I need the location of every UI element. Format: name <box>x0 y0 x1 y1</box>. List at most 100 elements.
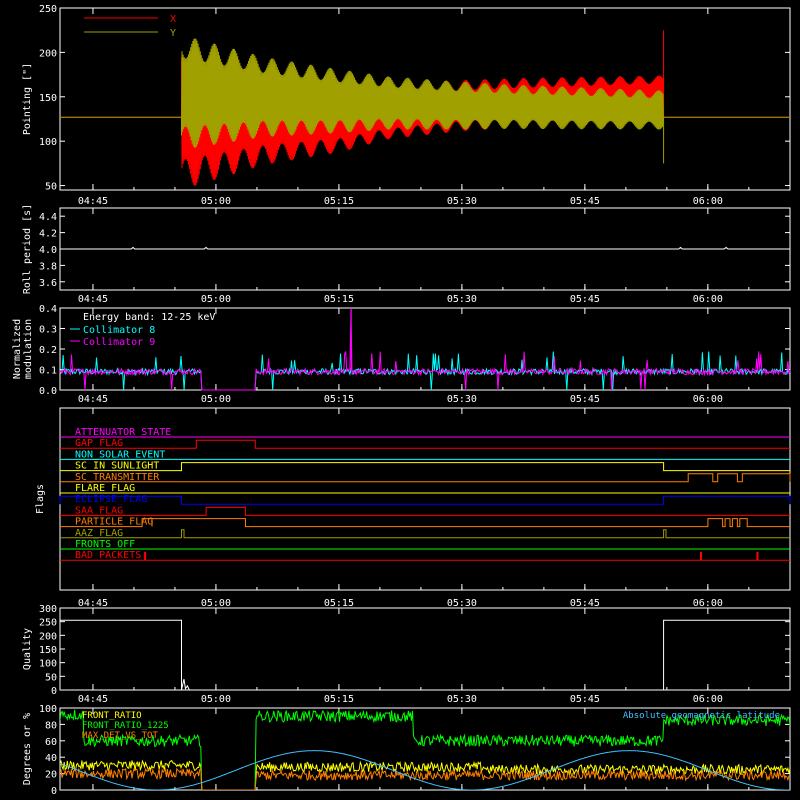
roll-xtick-label: 05:45 <box>570 294 600 305</box>
modulation-legend-label: Collimator 9 <box>83 337 155 348</box>
quality-ytick-label: 50 <box>45 672 57 683</box>
quality-xtick-label: 05:30 <box>447 694 477 705</box>
quality-xtick-label: 06:00 <box>693 694 723 705</box>
pointing-ytick-label: 150 <box>39 93 57 104</box>
flag-line-sc-in-sunlight <box>60 462 790 472</box>
ratio-series-absolute-geomagnetic-latitude <box>60 750 790 790</box>
flag-line-eclipse-flag <box>59 495 791 505</box>
flag-label-bad-packets: BAD_PACKETS <box>75 550 141 561</box>
flags-xtick-label: 05:45 <box>570 598 600 609</box>
modulation-ylabel: modulation <box>23 319 34 379</box>
modulation-xtick-label: 06:00 <box>693 394 723 405</box>
pointing-ytick-label: 50 <box>45 182 57 193</box>
ratio-series-front-ratio-1225 <box>60 709 790 790</box>
pointing-frame <box>59 7 791 191</box>
pointing-xtick-label: 06:00 <box>693 196 723 207</box>
pointing-xtick-label: 04:45 <box>78 196 108 207</box>
quality-xtick-label: 05:00 <box>201 694 231 705</box>
modulation-panel: 04:45 05:00 05:15 05:30 05:45 06:00 0.0 0.1 0.2 0… <box>12 304 791 405</box>
roll-xtick-label: 05:15 <box>324 294 354 305</box>
modulation-ytick-label: 0.4 <box>39 304 57 315</box>
quality-ylabel: Quality <box>22 628 33 670</box>
roll-xtick-label: 05:00 <box>201 294 231 305</box>
pointing-xtick-label: 05:30 <box>447 196 477 207</box>
pointing-panel: 04:45 05:00 05:15 05:30 05:45 06:00 50 100 150 20… <box>22 4 791 207</box>
pointing-ytick-label: 100 <box>39 137 57 148</box>
modulation-xtick-label: 05:00 <box>201 394 231 405</box>
flags-xtick-label: 05:30 <box>447 598 477 609</box>
ratios-ytick-label: 80 <box>45 720 57 731</box>
modulation-xtick-label: 04:45 <box>78 394 108 405</box>
ratios-ytick-label: 0 <box>51 786 57 797</box>
flag-label-sc-in-sunlight: SC_IN_SUNLIGHT <box>75 461 159 472</box>
roll-xtick-label: 06:00 <box>693 294 723 305</box>
pointing-xtick-label: 05:00 <box>201 196 231 207</box>
roll-ytick-label: 4.4 <box>39 212 57 223</box>
roll-ylabel: Roll period [s] <box>22 204 33 294</box>
flag-label-sc-transmitter: SC_TRANSMITTER <box>75 472 160 483</box>
ratios-ytick-label: 40 <box>45 753 57 764</box>
modulation-ytick-label: 0.3 <box>39 325 57 336</box>
pointing-ytick-label: 250 <box>39 4 57 15</box>
ratio-legend-label-geomagnetic: Absolute geomagnetic latitude <box>623 711 780 721</box>
quality-ytick-label: 300 <box>39 604 57 615</box>
quality-xtick-label: 04:45 <box>78 694 108 705</box>
quality-ytick-label: 200 <box>39 631 57 642</box>
ratio-legend-label: FRONT_RATIO <box>82 711 142 721</box>
flag-label-gap-flag: GAP_FLAG <box>75 438 123 449</box>
flag-label-eclipse-flag: ECLIPSE_FLAG <box>75 494 147 505</box>
quality-ytick-label: 100 <box>39 659 57 670</box>
ratios-panel: 0 20 40 60 80 100 Degrees or % FRONT_RATIOFRONT… <box>22 704 791 797</box>
flag-label-aaz-flag: AAZ_FLAG <box>75 528 123 539</box>
flag-line-saa-flag <box>60 506 790 516</box>
roll-ytick-label: 4.2 <box>39 229 57 240</box>
roll-ytick-label: 3.8 <box>39 261 57 272</box>
quality-ytick-label: 250 <box>39 618 57 629</box>
flag-label-fronts-off: FRONTS_OFF <box>75 539 135 550</box>
quality-panel: 04:45 05:00 05:15 05:30 05:45 06:00 0 50 100 150 2… <box>22 604 791 705</box>
flags-xtick-label: 05:00 <box>201 598 231 609</box>
pointing-legend-label-y: Y <box>170 28 176 39</box>
ratio-series-front-ratio <box>60 759 790 790</box>
modulation-xtick-label: 05:45 <box>570 394 600 405</box>
pointing-series-y <box>60 38 790 164</box>
flag-line-aaz-flag <box>60 529 790 539</box>
pointing-xtick-label: 05:15 <box>324 196 354 207</box>
ratio-legend-label: FRONT_RATIO_1225 <box>82 721 169 731</box>
flag-line-particle-flag <box>60 518 790 528</box>
flags-xtick-label: 04:45 <box>78 598 108 609</box>
ratios-ytick-label: 20 <box>45 770 57 781</box>
flag-line-sc-transmitter <box>60 473 791 483</box>
roll-period-line <box>60 246 790 250</box>
roll-ytick-label: 3.6 <box>39 278 57 289</box>
roll-xtick-label: 05:30 <box>447 294 477 305</box>
modulation-annotation: Energy band: 12-25 keV <box>83 312 215 323</box>
flags-ylabel: Flags <box>35 484 46 514</box>
quality-ytick-label: 150 <box>39 645 57 656</box>
roll-ytick-label: 4.0 <box>39 245 57 256</box>
modulation-legend-label: Collimator 8 <box>83 325 155 336</box>
flag-label-attenuator-state: ATTENUATOR_STATE <box>75 427 171 438</box>
modulation-ytick-label: 0.0 <box>39 386 57 397</box>
ratios-ytick-label: 60 <box>45 737 57 748</box>
modulation-xtick-label: 05:15 <box>324 394 354 405</box>
roll-panel: 04:45 05:00 05:15 05:30 05:45 06:00 3.6 3.8 4.0 4… <box>22 204 791 305</box>
flag-label-saa-flag: SAA_FLAG <box>75 505 123 516</box>
quality-xtick-label: 05:15 <box>324 694 354 705</box>
ratios-ytick-label: 100 <box>39 704 57 715</box>
ratios-ylabel: Degrees or % <box>22 713 33 785</box>
modulation-ytick-label: 0.1 <box>39 366 57 377</box>
flags-panel: 04:45 05:00 05:15 05:30 05:45 06:00 Flags ATTEN… <box>35 407 791 609</box>
ratio-legend-label: MAX_DET_VS_TOT <box>82 731 158 741</box>
flag-label-non-solar-event: NON_SOLAR_EVENT <box>75 449 165 460</box>
modulation-series-collimator-9 <box>59 307 791 391</box>
flag-line-bad-packets <box>60 551 790 561</box>
flags-xtick-label: 05:15 <box>324 598 354 609</box>
flags-xtick-label: 06:00 <box>693 598 723 609</box>
quality-xtick-label: 05:45 <box>570 694 600 705</box>
pointing-xtick-label: 05:45 <box>570 196 600 207</box>
modulation-series-collimator-8 <box>59 351 791 391</box>
ratio-series-max-det-vs-tot <box>60 767 790 790</box>
flag-line-gap-flag <box>60 439 790 449</box>
